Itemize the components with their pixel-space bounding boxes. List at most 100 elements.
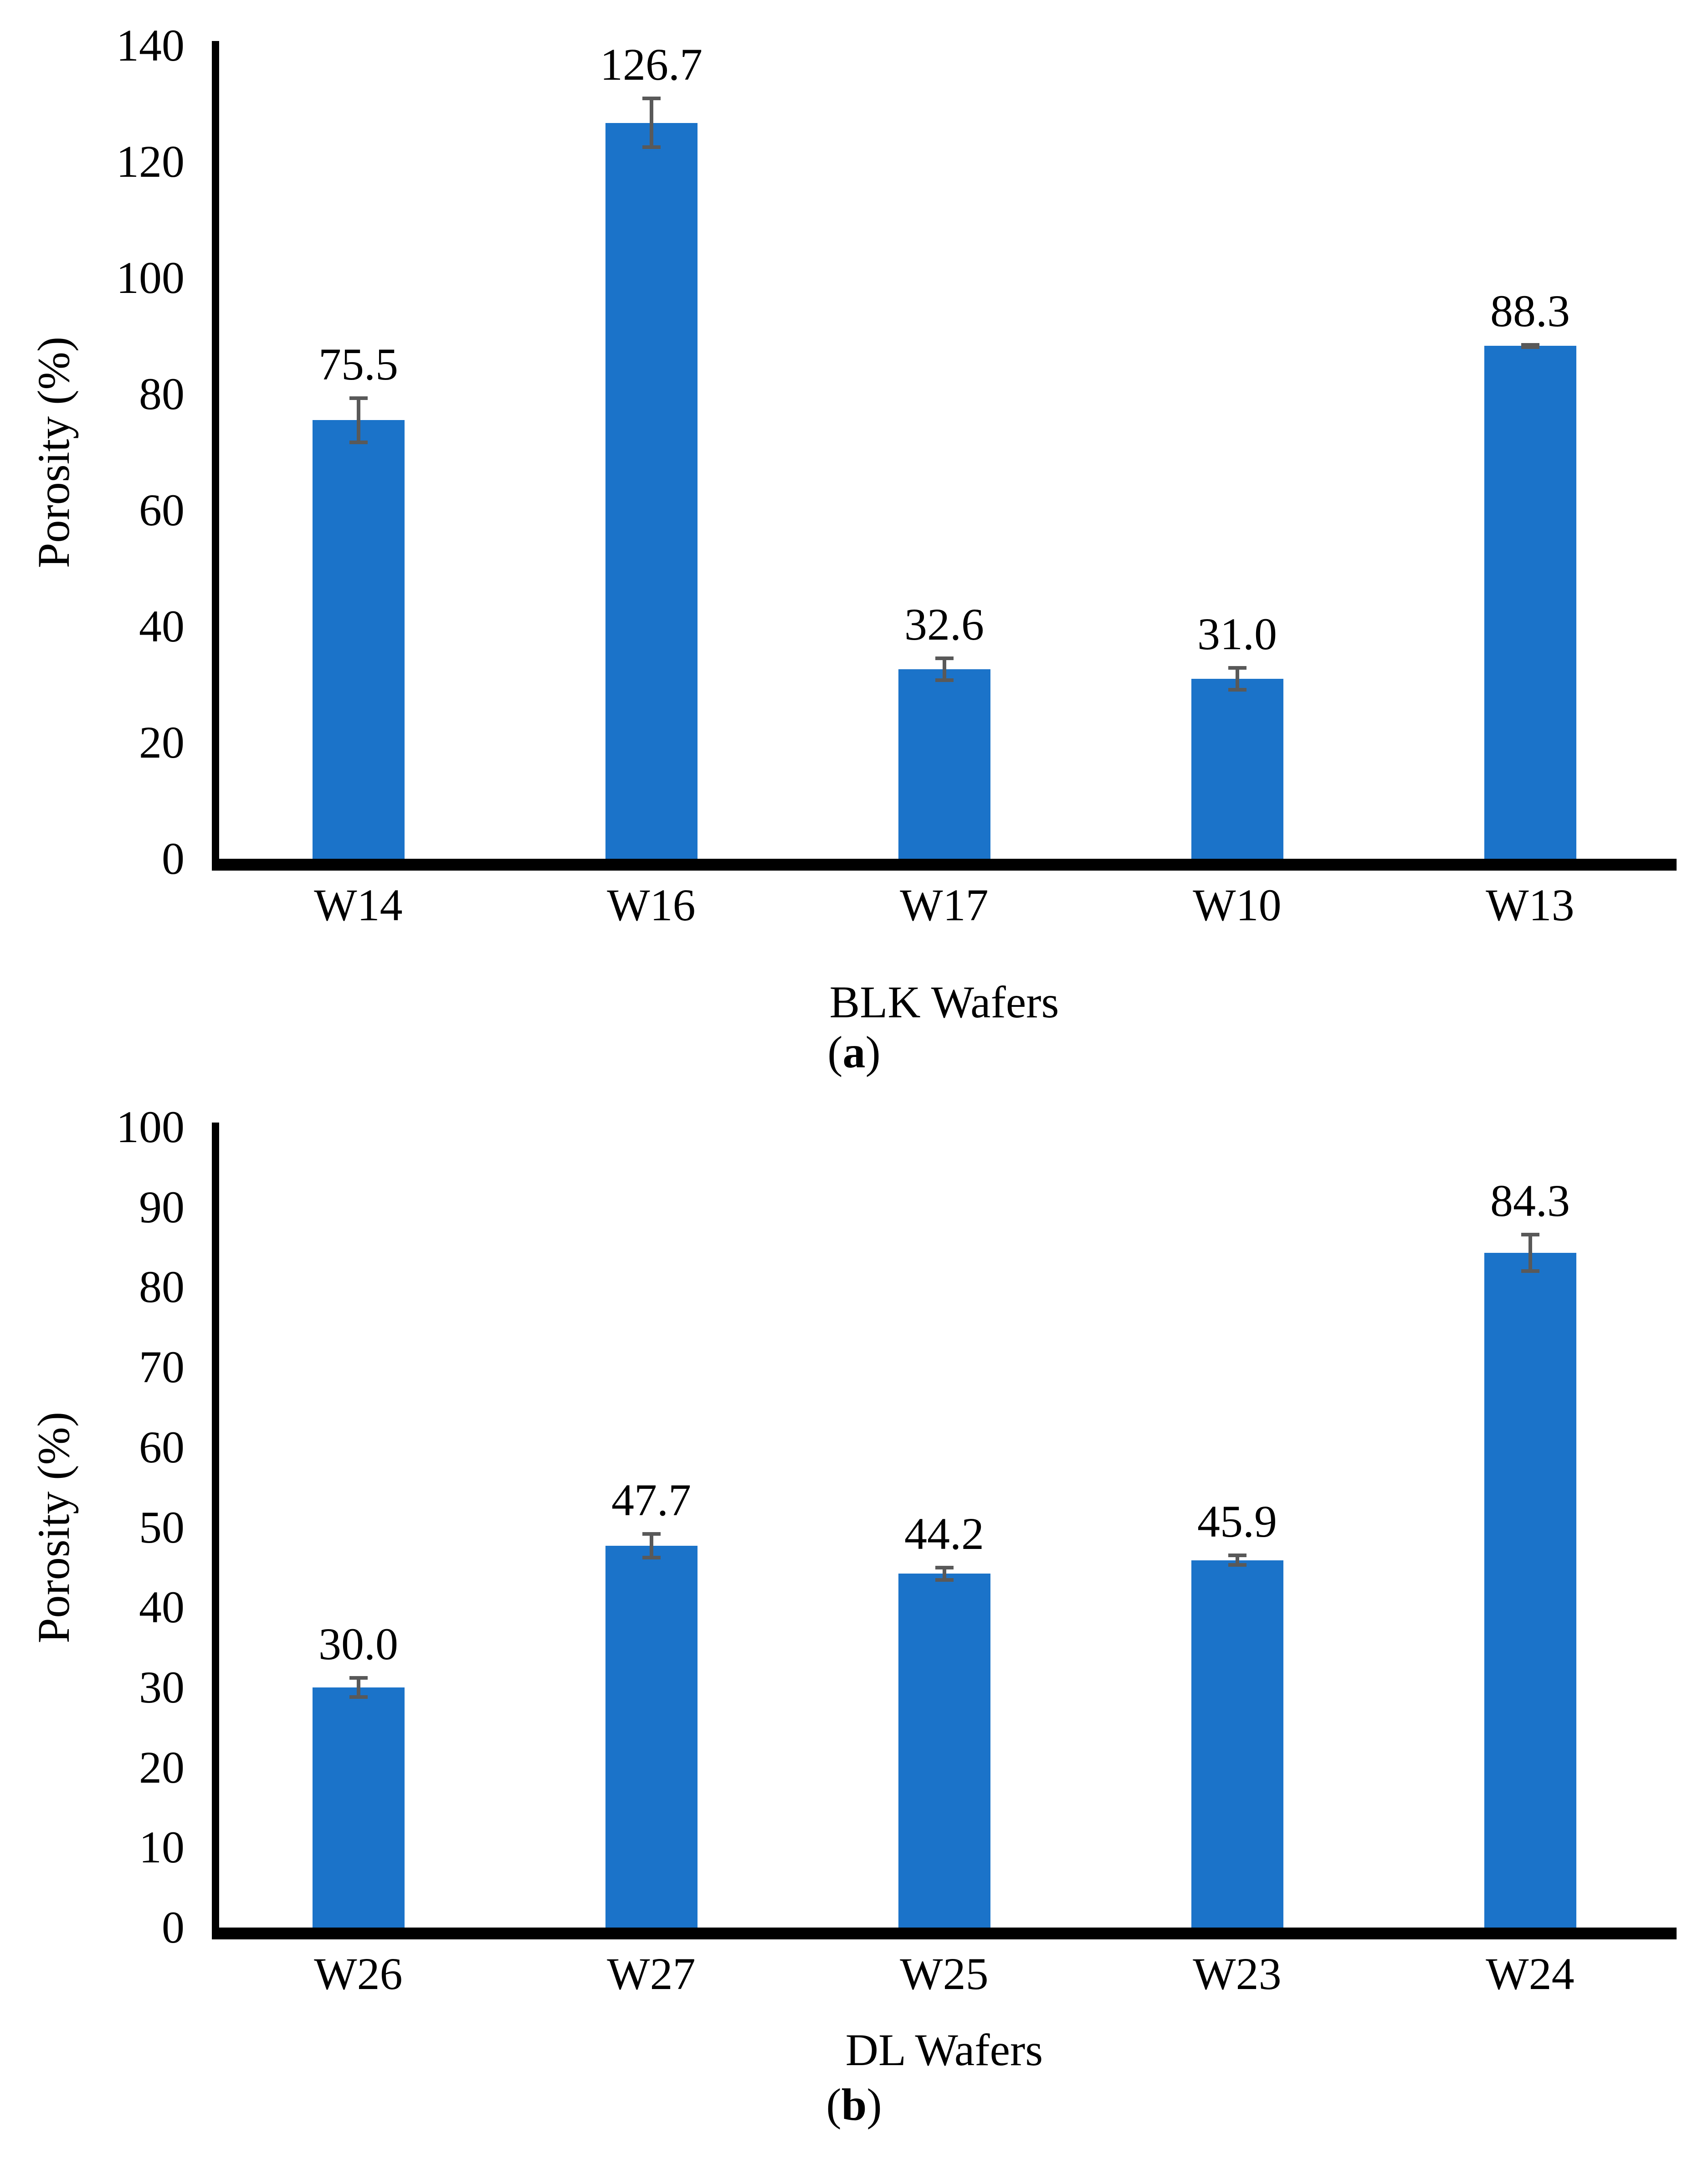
category-label-w14: W14: [314, 880, 403, 930]
error-bar-cap: [1228, 687, 1246, 692]
error-bar-stem: [942, 656, 946, 682]
bar-w27: [605, 1545, 698, 1928]
error-bar-cap: [935, 678, 954, 682]
category-label-w27: W27: [607, 1949, 696, 1999]
y-tick-label: 0: [162, 833, 185, 884]
error-bar-w13: [1521, 343, 1539, 349]
bar-w10: [1191, 678, 1283, 859]
error-bar-cap: [642, 1532, 661, 1536]
value-label-w23: 45.9: [1197, 1496, 1277, 1547]
error-bar-w10: [1228, 666, 1246, 692]
y-axis-title: Porosity (%): [28, 1411, 79, 1643]
value-label-w26: 30.0: [318, 1619, 398, 1670]
y-tick-label: 80: [139, 1261, 185, 1313]
y-tick-label: 90: [139, 1181, 185, 1232]
error-bar-cap: [642, 145, 661, 149]
panel-caption-b: (b): [0, 2082, 1708, 2128]
y-tick-label: 40: [139, 601, 185, 651]
panel-caption-a: (a): [0, 1030, 1708, 1075]
error-bar-cap: [935, 1578, 954, 1582]
y-tick-label: 20: [139, 1742, 185, 1793]
value-label-w13: 88.3: [1490, 285, 1570, 336]
value-label-w10: 31.0: [1197, 608, 1277, 659]
x-axis-title-b: DL Wafers: [845, 2025, 1043, 2075]
plot-area-a: Porosity (%) 0 20 40 60 80 100 120 140 75.5 W14 12…: [28, 23, 1677, 928]
error-bar-cap: [349, 1695, 368, 1699]
error-bar-w14: [349, 396, 368, 444]
category-label-w24: W24: [1486, 1949, 1575, 1999]
bar-w25: [898, 1574, 990, 1928]
y-tick-label: 80: [139, 369, 185, 419]
category-label-w25: W25: [900, 1949, 989, 1999]
error-bar-w16: [642, 97, 661, 149]
value-label-w14: 75.5: [318, 339, 398, 390]
error-bar-cap: [1228, 1554, 1246, 1558]
error-bar-w25: [935, 1565, 954, 1582]
chart-panel-a: Porosity (%) 0 20 40 60 80 100 120 140 75.5 W14 12…: [28, 23, 1677, 928]
x-axis-title-a: BLK Wafers: [829, 977, 1059, 1027]
error-bar-w24: [1521, 1232, 1539, 1273]
y-tick-label: 120: [116, 136, 185, 187]
bar-w16: [605, 123, 698, 859]
caption-open-paren: (: [826, 2079, 841, 2130]
bar-w14: [312, 420, 405, 859]
error-bar-w27: [642, 1532, 661, 1559]
y-axis-title: Porosity (%): [28, 336, 79, 568]
caption-open-paren: (: [827, 1027, 843, 1077]
caption-letter: a: [842, 1027, 866, 1077]
category-label-w10: W10: [1193, 880, 1282, 930]
category-label-w13: W13: [1486, 880, 1575, 930]
bar-w24: [1484, 1252, 1576, 1928]
y-tick-label: 50: [139, 1502, 185, 1553]
error-bar-stem: [1235, 666, 1239, 692]
value-label-w16: 126.7: [600, 39, 703, 90]
caption-letter: b: [841, 2079, 867, 2130]
caption-close-paren: ): [865, 1027, 881, 1077]
bar-w26: [312, 1687, 405, 1928]
value-label-w25: 44.2: [904, 1508, 984, 1559]
value-label-w17: 32.6: [904, 599, 984, 650]
category-label-w26: W26: [314, 1949, 403, 1999]
y-tick-label: 20: [139, 717, 185, 768]
y-tick-label: 40: [139, 1582, 185, 1633]
y-tick-label: 100: [116, 1102, 185, 1152]
x-axis-line: [212, 1928, 1677, 1939]
error-bar-stem: [649, 97, 653, 149]
caption-close-paren: ): [867, 2079, 882, 2130]
error-bar-cap: [349, 440, 368, 444]
chart-panel-b: Porosity (%) 0 10 20 30 40 50 60 70 80 90 100 30.0 W…: [28, 1104, 1677, 1997]
bar-w13: [1484, 346, 1576, 859]
error-bar-cap: [1228, 666, 1246, 670]
error-bar-cap: [642, 97, 661, 101]
y-tick-label: 30: [139, 1661, 185, 1713]
y-tick-label: 70: [139, 1342, 185, 1393]
error-bar-stem: [942, 1565, 946, 1582]
error-bar-w26: [349, 1676, 368, 1699]
error-bar-stem: [1528, 1232, 1532, 1273]
value-label-w27: 47.7: [611, 1475, 691, 1526]
value-label-w24: 84.3: [1490, 1175, 1570, 1226]
category-label-w23: W23: [1193, 1949, 1282, 1999]
y-tick-label: 60: [139, 485, 185, 535]
category-label-w17: W17: [900, 880, 989, 930]
x-axis-line: [212, 859, 1677, 871]
error-bar-stem: [649, 1532, 653, 1559]
error-bar-cap: [935, 656, 954, 661]
error-bar-cap: [1228, 1563, 1246, 1567]
category-label-w16: W16: [607, 880, 696, 930]
error-bar-cap: [1521, 345, 1539, 349]
error-bar-cap: [1521, 1269, 1539, 1273]
error-bar-stem: [1235, 1554, 1239, 1567]
error-bar-cap: [1521, 1232, 1539, 1236]
bar-w23: [1191, 1560, 1283, 1928]
error-bar-w23: [1228, 1554, 1246, 1567]
y-tick-label: 0: [162, 1902, 185, 1953]
error-bar-cap: [935, 1565, 954, 1569]
error-bar-cap: [349, 1676, 368, 1680]
error-bar-cap: [642, 1555, 661, 1559]
plot-area-b: Porosity (%) 0 10 20 30 40 50 60 70 80 90 100 30.0 W…: [28, 1104, 1677, 1997]
y-tick-label: 100: [116, 252, 185, 303]
error-bar-stem: [356, 396, 360, 444]
y-tick-label: 60: [139, 1421, 185, 1472]
error-bar-stem: [356, 1676, 360, 1699]
